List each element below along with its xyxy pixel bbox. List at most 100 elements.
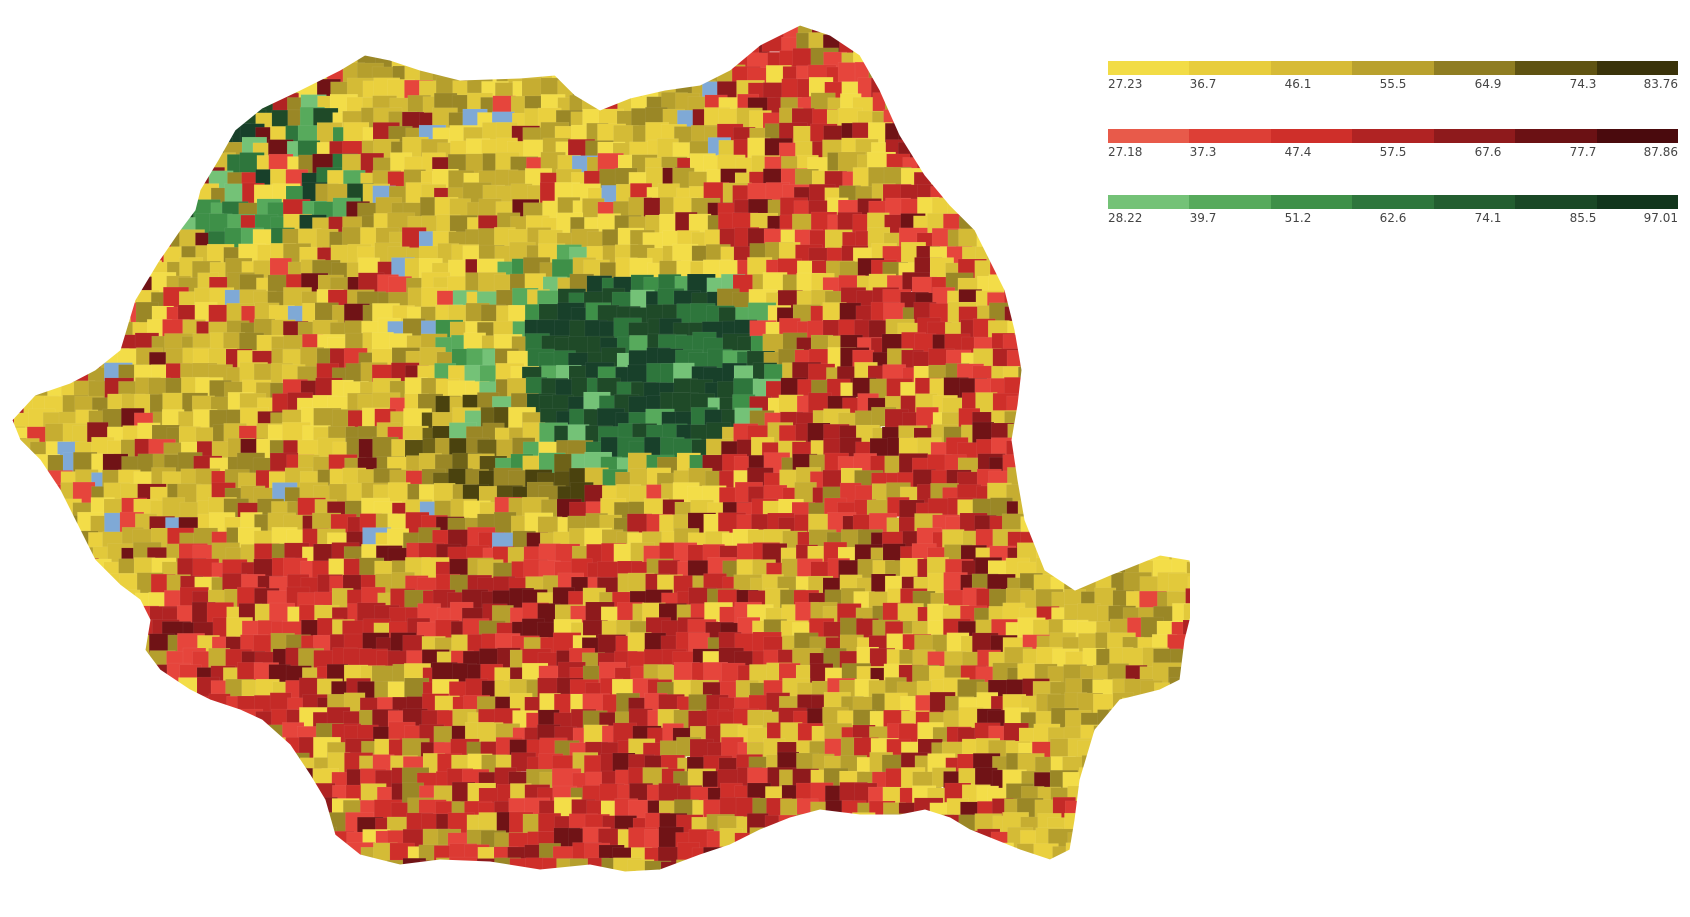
municipality-cell [1183, 664, 1190, 685]
municipality-cell [27, 48, 52, 73]
municipality-cell [826, 843, 852, 869]
municipality-cell [1168, 439, 1190, 461]
municipality-cell [1138, 334, 1161, 357]
municipality-cell [946, 77, 972, 99]
municipality-cell [43, 860, 67, 872]
municipality-cell [87, 752, 116, 772]
municipality-cell [87, 52, 112, 73]
municipality-cell [958, 94, 987, 118]
municipality-cell [75, 708, 103, 734]
municipality-cell [178, 845, 204, 870]
municipality-cell [977, 166, 1007, 190]
legend-yellow-segment [1108, 61, 1190, 75]
municipality-cell [28, 798, 56, 820]
municipality-cell [196, 49, 224, 73]
municipality-cell [1172, 847, 1190, 872]
municipality-cell [901, 77, 931, 103]
municipality-cell [266, 829, 296, 851]
municipality-cell [1183, 395, 1190, 420]
municipality-cell [12, 739, 23, 762]
municipality-cell [150, 756, 177, 778]
municipality-cell [1170, 514, 1190, 535]
municipality-cell [1185, 305, 1190, 327]
municipality-cell [59, 272, 84, 298]
municipality-cell [886, 25, 916, 43]
municipality-cell [118, 36, 142, 58]
municipality-cell [73, 318, 95, 343]
municipality-cell [46, 258, 70, 280]
municipality-cell [1047, 171, 1076, 192]
municipality-cell [32, 588, 59, 610]
municipality-cell [12, 275, 27, 296]
municipality-cell [1095, 274, 1121, 296]
municipality-cell [12, 528, 22, 551]
municipality-cell [571, 33, 600, 54]
municipality-cell [1049, 274, 1079, 298]
municipality-cell [1033, 468, 1063, 494]
municipality-cell [252, 767, 283, 790]
municipality-cell [704, 25, 731, 42]
municipality-cell [1032, 858, 1059, 872]
municipality-cell [12, 242, 24, 268]
municipality-cell [12, 37, 35, 57]
municipality-cell [57, 847, 86, 872]
municipality-cell [27, 366, 50, 391]
municipality-cell [73, 124, 97, 148]
municipality-cell [1156, 408, 1186, 429]
municipality-cell [661, 63, 684, 88]
legend-yellow: 27.23 36.7 46.1 55.5 64.9 74.3 83.76 [1108, 61, 1678, 95]
municipality-cell [840, 25, 864, 43]
municipality-cell [1018, 139, 1045, 164]
municipality-cell [972, 47, 1002, 69]
municipality-cell [327, 874, 349, 894]
municipality-cell [737, 877, 762, 901]
municipality-cell [242, 876, 267, 898]
municipality-cell [1035, 407, 1058, 431]
municipality-cell [913, 67, 942, 87]
municipality-cell [1171, 742, 1190, 762]
municipality-cell [116, 862, 140, 872]
municipality-cell [872, 49, 897, 75]
municipality-cell [1141, 770, 1170, 796]
municipality-cell [239, 81, 266, 102]
municipality-cell [1126, 246, 1151, 268]
municipality-cell [1136, 411, 1163, 436]
municipality-cell [1153, 710, 1180, 733]
municipality-cell [118, 756, 141, 778]
municipality-cell [987, 32, 1011, 53]
municipality-cell [102, 828, 128, 851]
municipality-cell [1167, 332, 1190, 357]
municipality-cell [27, 711, 55, 736]
municipality-cell [58, 561, 84, 582]
municipality-cell [1127, 229, 1154, 251]
municipality-cell [227, 757, 256, 784]
municipality-cell [1034, 322, 1060, 346]
municipality-cell [71, 306, 100, 331]
municipality-cell [1081, 25, 1108, 45]
municipality-cell [1034, 516, 1059, 539]
municipality-cell [1050, 497, 1077, 522]
municipality-cell [256, 31, 280, 55]
municipality-cell [32, 214, 57, 236]
municipality-cell [766, 860, 792, 872]
municipality-cell [16, 591, 42, 616]
municipality-cell [12, 706, 41, 732]
romania-map [11, 24, 1190, 901]
municipality-cell [1052, 546, 1079, 571]
municipality-cell [941, 35, 970, 59]
legend-red-segment [1433, 129, 1516, 143]
municipality-cell [12, 528, 42, 549]
municipality-cell [176, 722, 206, 747]
municipality-cell [1123, 502, 1147, 526]
municipality-cell [149, 48, 172, 74]
municipality-cell [150, 94, 173, 120]
municipality-cell [28, 771, 53, 795]
municipality-cell [179, 695, 202, 717]
municipality-cell [1154, 366, 1179, 392]
municipality-cell [782, 830, 805, 851]
municipality-cell [62, 351, 89, 373]
municipality-cell [946, 127, 976, 148]
municipality-cell [28, 753, 52, 774]
municipality-cell [886, 77, 913, 98]
municipality-cell [12, 78, 25, 100]
